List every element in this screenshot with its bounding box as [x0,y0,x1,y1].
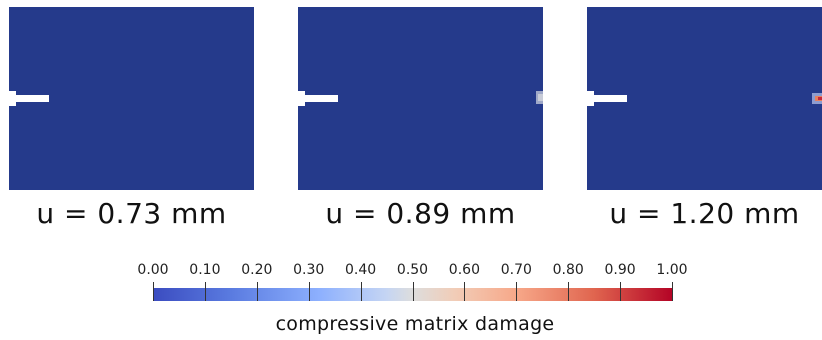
colorbar-tick-label: 0.10 [189,262,221,278]
colorbar-tick [153,282,154,301]
colorbar-tick [309,282,310,301]
colorbar-tick [620,282,621,301]
colorbar-gradient [153,288,672,301]
damage-zone-core [538,94,543,101]
colorbar-tick-label: 1.00 [656,262,688,278]
colorbar-tick [568,282,569,301]
colorbar-tick-label: 0.70 [500,262,532,278]
colorbar-tick-label: 0.50 [396,262,429,278]
colorbar-tick [361,282,362,301]
colorbar-tick [205,282,206,301]
plate-plot-1 [9,7,254,190]
notch-slit [298,95,338,102]
colorbar-tick-label: 0.80 [552,262,584,278]
caption-3: u = 1.20 mm [609,197,800,230]
caption-2: u = 0.89 mm [325,197,516,230]
colorbar-tick [464,282,465,301]
colorbar-tick-label: 0.90 [604,262,636,278]
colorbar-tick [257,282,258,301]
colorbar-tick-label: 0.20 [241,262,273,278]
colorbar: 0.00 0.10 0.20 0.30 0.40 0.50 0.60 0.70 0.80 0.90… [120,258,710,338]
colorbar-tick [516,282,517,301]
colorbar-tick [413,282,414,301]
notch-slit [587,95,627,102]
caption-1: u = 0.73 mm [36,197,227,230]
panel-3 [587,7,822,190]
plate-field [298,7,543,190]
plate-plot-3 [587,7,822,190]
panel-2 [298,7,543,190]
notch-slit [9,95,49,102]
colorbar-title: compressive matrix damage [275,313,555,335]
plate-field [9,7,254,190]
colorbar-tick-label: 0.60 [448,262,480,278]
colorbar-tick [672,282,673,301]
panel-1 [9,7,254,190]
damage-zone-peak [818,97,822,100]
colorbar-tick-label: 0.00 [137,262,169,278]
colorbar-tick-label: 0.40 [345,262,377,278]
colorbar-tick-label: 0.30 [293,262,325,278]
plate-plot-2 [298,7,543,190]
